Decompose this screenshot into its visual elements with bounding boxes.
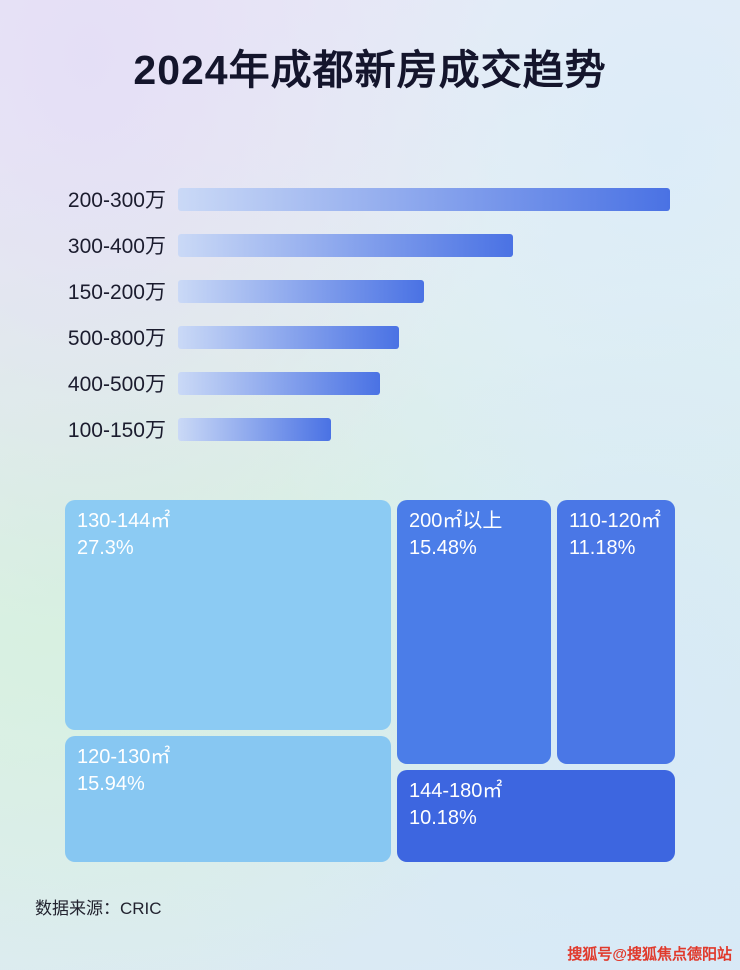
treemap-block: 200㎡以上 15.48% (397, 500, 551, 764)
bar-track (178, 417, 670, 441)
bar-track (178, 279, 670, 303)
bar-track (178, 325, 670, 349)
bar (178, 187, 670, 211)
bar-track (178, 371, 670, 395)
price-range-bar-chart: 200-300万 300-400万 150-200万 500-800万 400-500万… (38, 176, 670, 452)
bar-row: 400-500万 (38, 360, 670, 406)
page-title: 2024年成都新房成交趋势 (133, 47, 607, 93)
bar-category-label: 150-200万 (67, 281, 166, 304)
treemap-block-value: 10.18% (409, 807, 477, 829)
treemap-block: 144-180㎡ 10.18% (397, 770, 675, 862)
bar (178, 371, 380, 395)
bar-track (178, 187, 670, 211)
bar-row: 500-800万 (38, 314, 670, 360)
treemap-block: 120-130㎡ 15.94% (65, 736, 391, 862)
treemap-block-value: 11.18% (569, 537, 636, 559)
bar-row: 200-300万 (38, 176, 670, 222)
treemap-block-value: 15.94% (77, 773, 145, 795)
bar-row: 100-150万 (38, 406, 670, 452)
treemap-block-label: 200㎡以上 (409, 510, 503, 532)
bar (178, 417, 331, 441)
treemap-block-value: 27.3% (77, 537, 134, 559)
bar-row: 150-200万 (38, 268, 670, 314)
bar (178, 325, 400, 349)
area-share-treemap: 130-144㎡ 27.3% 120-130㎡ 15.94% 200㎡以上 15.48% 1… (65, 500, 675, 862)
bar (178, 233, 513, 257)
treemap-block-label: 144-180㎡ (409, 780, 503, 802)
watermark-text: 搜狐号@搜狐焦点德阳站 (567, 946, 732, 963)
bar-category-label: 500-800万 (67, 327, 166, 350)
bar-category-label: 400-500万 (67, 373, 166, 396)
bar-row: 300-400万 (38, 222, 670, 268)
treemap-block-value: 15.48% (409, 537, 477, 559)
bar-category-label: 100-150万 (67, 419, 166, 442)
treemap-block-label: 120-130㎡ (77, 746, 171, 768)
bar-category-label: 200-300万 (67, 189, 166, 212)
bar-category-label: 300-400万 (67, 235, 166, 258)
bar (178, 279, 424, 303)
treemap-block: 110-120㎡ 11.18% (557, 500, 675, 764)
bar-track (178, 233, 670, 257)
treemap-block: 130-144㎡ 27.3% (65, 500, 391, 730)
treemap-block-label: 130-144㎡ (77, 510, 171, 532)
treemap-block-label: 110-120㎡ (569, 510, 661, 532)
data-source-note: 数据来源：CRIC (35, 899, 162, 918)
